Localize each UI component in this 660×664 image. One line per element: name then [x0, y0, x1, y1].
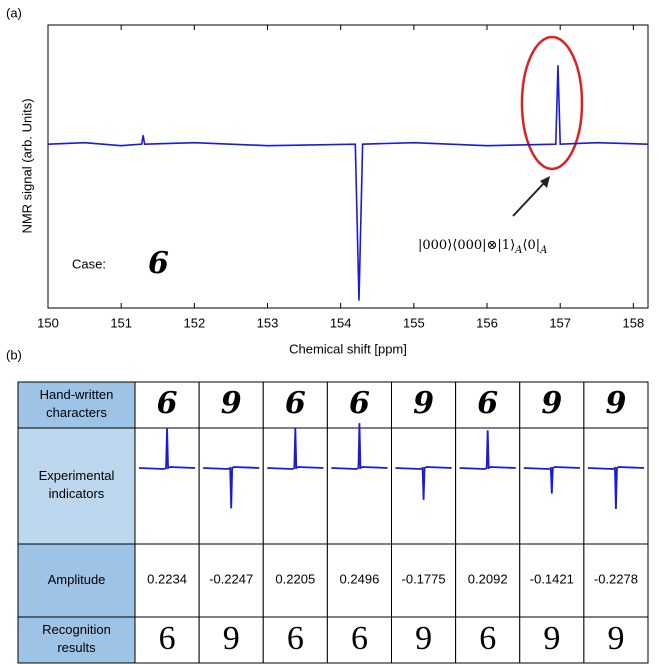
row-header-line: Recognition	[42, 622, 111, 637]
amplitude: -0.1775	[402, 571, 446, 586]
recognition-result: 9	[223, 620, 240, 657]
panel-label: (b)	[6, 347, 22, 362]
formula: ⟨0|	[522, 238, 540, 253]
recognition-result: 9	[543, 620, 560, 657]
row-header: Hand-written characters	[40, 387, 114, 420]
row-header: Experimental indicators	[39, 468, 115, 501]
recognition-result: 6	[351, 620, 368, 657]
x-tick-label: 158	[623, 315, 645, 330]
amplitude: -0.2247	[209, 571, 253, 586]
indicator-spectrum	[331, 423, 388, 470]
handwritten-digit: 6	[157, 386, 178, 421]
x-tick-label: 152	[183, 315, 205, 330]
indicator-spectrum	[587, 466, 645, 510]
cell	[198, 543, 264, 618]
row-header-cell	[17, 381, 136, 429]
cell	[391, 381, 457, 429]
row-header: Amplitude	[48, 572, 106, 587]
x-tick-label: 153	[257, 315, 279, 330]
handwritten-digit: 9	[413, 386, 434, 421]
handwritten-digit: 9	[221, 386, 242, 421]
indicator-spectrum	[459, 430, 516, 470]
table: Hand-written characters Experimental indica…	[17, 381, 649, 664]
row-header-cell	[17, 543, 136, 618]
handwritten-digit: 6	[349, 386, 370, 421]
handwritten-digit: 6	[285, 386, 306, 421]
formula-sub: A	[514, 245, 522, 256]
amplitude: 0.2496	[340, 571, 380, 586]
cell	[262, 427, 328, 545]
recognition-result: 9	[607, 620, 624, 657]
row-header: Recognition results	[42, 622, 111, 655]
handwritten-digit: 6	[477, 386, 498, 421]
x-tick-label: 156	[476, 315, 498, 330]
cell	[583, 616, 649, 664]
x-tick-label: 151	[110, 315, 132, 330]
cell	[326, 543, 392, 618]
y-axis-label: NMR signal (arb. Units)	[19, 98, 34, 233]
row-header-line: Hand-written	[40, 387, 114, 402]
cell	[519, 381, 585, 429]
case-label: Case:	[72, 256, 106, 271]
indicator-spectrum	[395, 466, 452, 500]
amplitude: -0.2278	[594, 571, 638, 586]
x-axis-label: Chemical shift [ppm]	[289, 341, 407, 356]
handwritten-digit: 9	[606, 386, 627, 421]
handwritten-digit: 9	[541, 386, 562, 421]
spectrum-line	[47, 65, 649, 301]
cell	[326, 616, 392, 664]
annotation: |000⟩⟨000|⊗|1⟩A⟨0|A	[418, 238, 547, 256]
indicator-spectrum	[138, 427, 196, 470]
recognition-result: 6	[479, 620, 496, 657]
cell	[262, 616, 328, 664]
arrow-head	[540, 176, 550, 188]
row-header-line: indicators	[49, 486, 105, 501]
recognition-result: 6	[287, 620, 304, 657]
amplitude: -0.1421	[530, 571, 574, 586]
x-tick-label: 150	[37, 315, 59, 330]
amplitude: 0.2205	[275, 571, 315, 586]
arrow	[512, 181, 546, 217]
row-header-cell	[17, 427, 136, 545]
recognition-result: 9	[415, 620, 432, 657]
cell	[198, 616, 264, 664]
plot-frame	[47, 24, 649, 309]
highlight-ellipse	[520, 35, 584, 171]
panel-label: (a)	[6, 5, 22, 20]
cell	[519, 543, 585, 618]
cell	[198, 381, 264, 429]
x-tick-label: 155	[403, 315, 425, 330]
x-tick-label: 157	[549, 315, 571, 330]
cell	[391, 616, 457, 664]
x-tick-label: 154	[330, 315, 352, 330]
cell	[134, 616, 200, 664]
recognition-result: 6	[159, 620, 176, 657]
case-digit: 6	[148, 246, 169, 281]
indicator-spectrum	[267, 428, 324, 470]
cell	[455, 543, 521, 618]
amplitude: 0.2092	[468, 571, 508, 586]
row-header-line: results	[57, 640, 96, 655]
cell	[583, 543, 649, 618]
row-header-line: characters	[46, 405, 107, 420]
row-header-cell	[17, 616, 136, 664]
cell	[391, 543, 457, 618]
cell	[262, 543, 328, 618]
indicator-spectrum	[203, 466, 260, 509]
formula: |000⟩⟨000|⊗|1⟩	[418, 238, 515, 253]
indicator-spectrum	[523, 466, 580, 494]
cell	[326, 381, 392, 429]
formula-sub: A	[539, 245, 547, 256]
amplitude: 0.2234	[147, 571, 187, 586]
row-header-line: Experimental	[39, 468, 115, 483]
cell	[455, 616, 521, 664]
cell	[455, 381, 521, 429]
